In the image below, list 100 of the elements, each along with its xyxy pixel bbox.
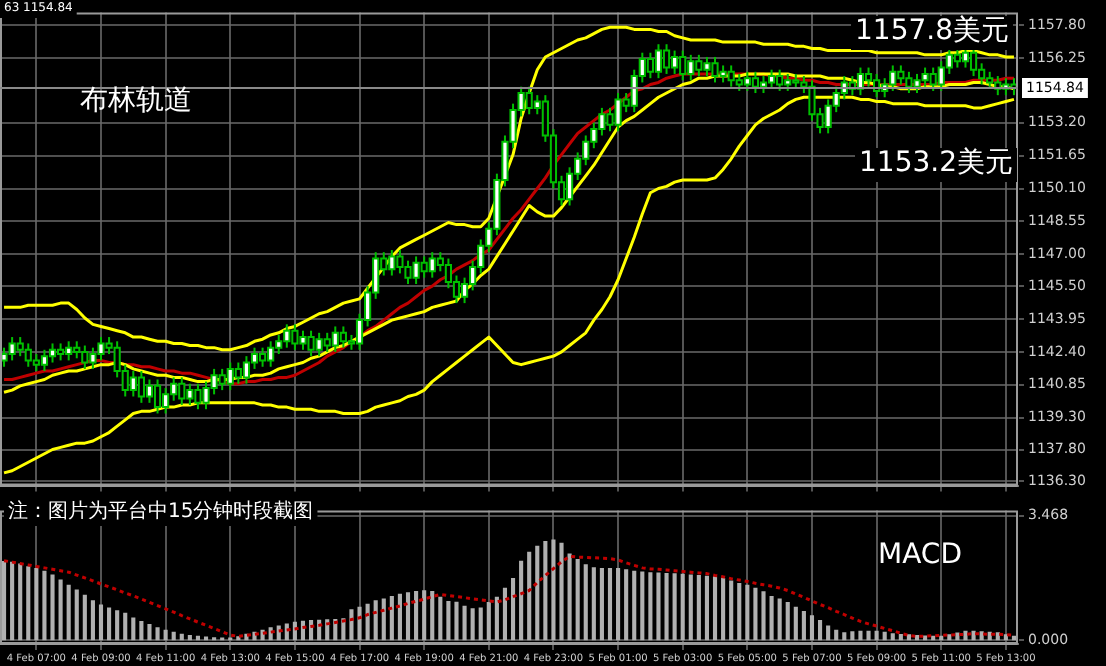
candlestick	[299, 329, 307, 351]
bar	[42, 570, 47, 641]
bar	[882, 631, 887, 641]
candlestick	[525, 85, 533, 116]
bar	[688, 574, 693, 641]
bar	[947, 634, 952, 641]
bar	[115, 610, 120, 641]
candlestick	[48, 342, 57, 364]
candlestick	[234, 361, 242, 385]
bar	[729, 580, 734, 641]
candlestick	[162, 386, 170, 415]
bar	[357, 606, 362, 641]
bar	[753, 587, 758, 641]
candlestick	[218, 367, 226, 392]
bar	[438, 596, 443, 641]
bar	[712, 576, 718, 641]
bar	[50, 574, 55, 641]
candlestick	[315, 331, 323, 358]
bar	[478, 607, 483, 641]
bar	[551, 539, 556, 641]
bar	[963, 630, 968, 641]
candlestick	[905, 70, 913, 95]
candlestick	[679, 49, 687, 82]
bar	[874, 630, 879, 641]
bar	[171, 631, 176, 641]
bar	[583, 564, 588, 641]
candlestick	[331, 325, 339, 353]
bar	[98, 604, 104, 641]
candlestick	[727, 64, 735, 88]
candlestick	[695, 53, 703, 78]
bar	[470, 608, 475, 641]
bar	[82, 594, 87, 641]
bar	[648, 572, 653, 641]
bar	[914, 635, 920, 641]
bar	[1003, 634, 1008, 641]
candlestick	[97, 336, 105, 362]
candlestick	[40, 348, 49, 373]
candlestick	[671, 49, 679, 75]
candlestick	[654, 43, 663, 80]
bar	[721, 577, 726, 641]
candlestick	[897, 64, 905, 86]
bar	[607, 567, 613, 641]
bar	[575, 558, 580, 641]
candlestick	[178, 376, 186, 406]
candlestick	[711, 55, 719, 84]
bar	[519, 560, 524, 641]
bar	[834, 629, 839, 641]
bar	[777, 598, 782, 641]
candlestick	[129, 370, 137, 398]
annotation: 布林轨道	[80, 85, 192, 118]
candlestick	[776, 68, 784, 92]
bar	[414, 590, 419, 641]
bar	[139, 621, 144, 641]
candlestick	[913, 72, 921, 95]
bar	[187, 635, 192, 641]
bar	[559, 542, 564, 641]
bar	[494, 596, 499, 641]
candlestick	[153, 378, 162, 415]
candlestick	[703, 55, 711, 78]
bar	[381, 598, 386, 641]
bar	[131, 617, 136, 641]
annotation: 注：图片为平台中15分钟时段截图	[8, 499, 314, 524]
candlestick	[566, 166, 574, 207]
bar	[672, 573, 677, 641]
bar	[486, 602, 491, 641]
bar	[793, 606, 798, 641]
bar	[826, 625, 831, 641]
bar	[66, 584, 71, 641]
bar	[155, 627, 160, 641]
candlestick	[921, 66, 929, 88]
bar	[801, 611, 806, 641]
bar	[430, 590, 435, 641]
candlestick	[743, 70, 751, 92]
bar	[1, 561, 7, 641]
bar	[405, 592, 411, 641]
bar	[785, 602, 790, 641]
annotation: 1157.8美元	[855, 15, 1009, 48]
candlestick	[81, 344, 89, 370]
candlestick	[889, 64, 897, 92]
bar	[389, 595, 394, 641]
bar	[591, 567, 596, 641]
bar	[90, 600, 95, 641]
candlestick	[145, 378, 154, 404]
candlestick	[339, 325, 347, 349]
bar	[858, 630, 863, 641]
bar	[818, 620, 823, 641]
candlestick	[856, 66, 865, 97]
candlestick	[420, 255, 428, 279]
annotation: 1153.2美元	[859, 147, 1013, 180]
candlestick	[291, 323, 299, 351]
candlestick	[412, 255, 420, 286]
bar	[462, 605, 467, 641]
bar	[107, 607, 112, 641]
bar	[842, 632, 847, 641]
candlestick	[606, 106, 614, 133]
bar	[664, 572, 669, 641]
candlestick	[662, 43, 671, 75]
candlestick	[186, 382, 194, 406]
candlestick	[428, 251, 436, 279]
candlestick	[929, 66, 937, 92]
